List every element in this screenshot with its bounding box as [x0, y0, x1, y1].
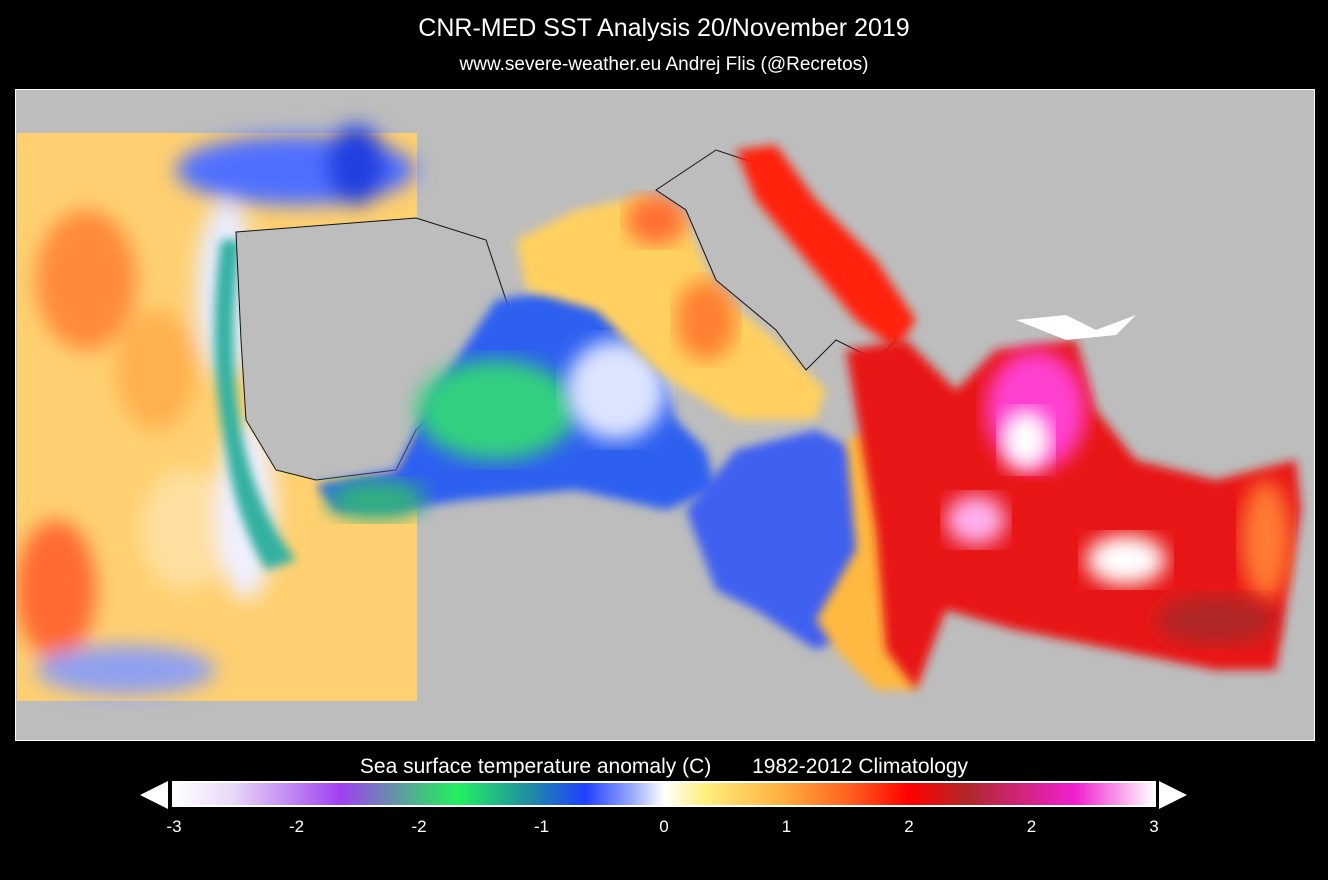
colorbar-tick-label: 3	[1149, 817, 1159, 836]
colorbar-tick-label: 2	[1026, 817, 1037, 836]
map-subtitle: www.severe-weather.eu Andrej Flis (@Recr…	[459, 54, 869, 75]
colorbar-tick-label: 2	[904, 817, 914, 836]
colorbar-min-extend-arrow-icon	[140, 781, 168, 809]
colorbar-tick-label: -3	[166, 817, 182, 836]
tyrrhenian-anomaly-field	[516, 195, 826, 420]
colorbar-tick-label: 1	[781, 817, 792, 836]
map-canvas	[16, 125, 1301, 701]
eastern-med-anomaly-field	[846, 340, 1301, 690]
map-title: CNR-MED SST Analysis 20/November 2019	[418, 14, 910, 42]
colorbar	[172, 781, 1156, 807]
adriatic-anomaly-field	[736, 145, 916, 350]
sst-anomaly-map	[15, 89, 1315, 741]
colorbar-tick-label: -2	[288, 817, 305, 836]
colorbar-tick-label: -2	[411, 817, 427, 836]
colorbar-title: Sea surface temperature anomaly (C) 1982…	[359, 755, 969, 778]
colorbar-max-extend-arrow-icon	[1159, 781, 1187, 809]
western-med-anomaly-field	[316, 290, 716, 520]
colorbar-tick-label: 0	[659, 817, 669, 836]
colorbar-tick-label: -1	[533, 817, 550, 836]
marmara-anomaly-field	[1016, 315, 1136, 340]
